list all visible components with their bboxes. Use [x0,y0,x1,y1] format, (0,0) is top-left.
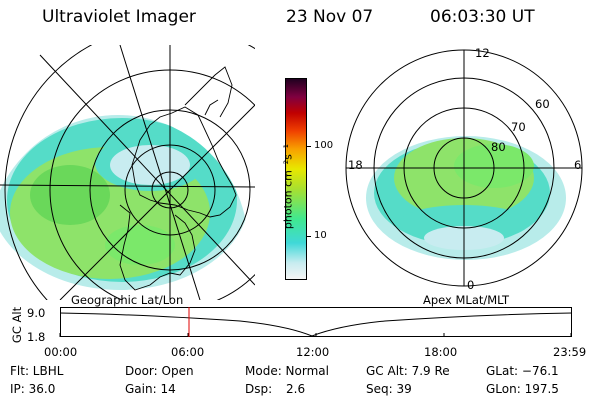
geographic-map [0,45,255,300]
gc-alt-info: GC Alt: 7.9 Re [366,364,450,378]
time-tick-1200: 12:00 [296,345,330,359]
time-tick-2359: 23:59 [553,345,587,359]
altitude-ytick-high: 9.0 [27,306,46,320]
seq-info: Seq: 39 [366,382,412,396]
filter-info: Flt: LBHL [10,364,64,378]
mlt-label-12: 12 [475,46,490,60]
colorbar-tick-label-10: 10 [314,230,327,241]
dsp-label: Dsp: [245,382,273,396]
geographic-map-label: Geographic Lat/Lon [71,293,184,307]
altitude-ylabel: GC Alt [10,306,24,344]
altitude-plot [59,307,573,337]
gain-info: Gain: 14 [125,382,176,396]
time-tick-0600: 06:00 [171,345,205,359]
altitude-ytick-low: 1.8 [27,330,46,344]
time-tick-0000: 00:00 [44,345,78,359]
apex-map-label: Apex MLat/MLT [423,293,510,307]
door-info: Door: Open [125,364,194,378]
colorbar-tick-label-100: 100 [314,140,334,151]
time-label: 06:03:30 UT [430,7,535,27]
colorbar [285,78,307,280]
mlat-label-60: 60 [535,97,550,111]
mlt-label-0: 0 [467,278,475,292]
instrument-title: Ultraviolet Imager [42,7,196,27]
colorbar-unit-label: photon cm⁻²s⁻¹ [281,143,295,230]
colorbar-tick-100 [306,146,311,147]
mlt-label-18: 18 [348,158,363,172]
mlat-label-70: 70 [511,120,526,134]
mlat-label-80: 80 [491,140,506,154]
ip-info: IP: 36.0 [10,382,56,396]
mode-info: Mode: Normal [245,364,329,378]
dsp-value: 2.6 [286,382,306,396]
time-tick-1800: 18:00 [424,345,458,359]
mlt-label-6: 6 [574,158,582,172]
colorbar-tick-10 [306,236,311,237]
date-label: 23 Nov 07 [286,7,374,27]
glon-info: GLon: 197.5 [486,382,559,396]
glat-info: GLat: −76.1 [486,364,559,378]
magnetic-polar-plot [345,49,583,287]
